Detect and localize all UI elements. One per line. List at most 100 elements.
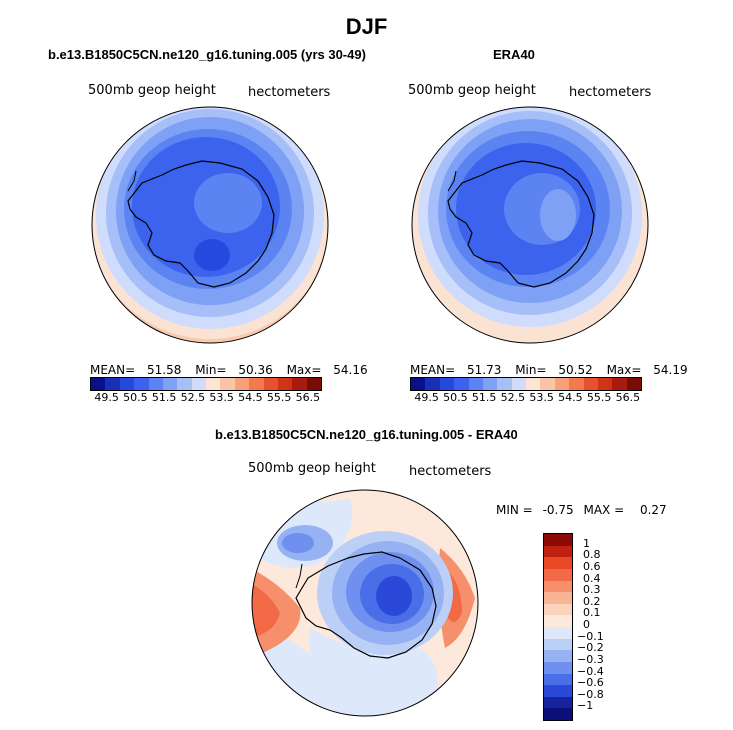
diff-colorbar-swatch	[544, 696, 572, 709]
left-colorbar-swatch	[234, 378, 250, 390]
right-max-value: 54.19	[653, 363, 688, 377]
right-colorbar-tick-label: 55.5	[586, 391, 612, 404]
left-colorbar-swatch	[91, 378, 106, 390]
diff-colorbar-tick-label: −0.6	[577, 676, 604, 690]
diff-variable-label: 500mb geop height	[248, 461, 376, 476]
right-colorbar-tick-label: 54.5	[558, 391, 583, 404]
diff-colorbar-tick-label: −0.2	[577, 641, 604, 655]
diff-polar-map	[251, 489, 479, 717]
diff-min-value: -0.75	[542, 503, 574, 517]
left-mean-label: MEAN=	[90, 363, 136, 377]
diff-colorbar-swatch	[544, 661, 572, 674]
left-stats: MEAN= 51.58 Min= 50.36 Max= 54.16	[90, 363, 368, 377]
diff-colorbar-swatch	[544, 557, 572, 569]
right-colorbar-swatch	[411, 378, 426, 390]
left-colorbar-swatch	[206, 378, 221, 390]
left-colorbar-tick-label: 54.5	[238, 391, 263, 404]
diff-colorbar	[543, 533, 573, 721]
left-max-value: 54.16	[333, 363, 368, 377]
right-colorbar-swatch	[626, 378, 641, 390]
diff-colorbar-tick-label: 0.1	[583, 606, 601, 620]
diff-colorbar-tick-label: −0.8	[577, 687, 604, 701]
antarctica-coastline	[295, 551, 437, 659]
right-colorbar-swatch	[597, 378, 613, 390]
right-variable-label: 500mb geop height	[408, 83, 536, 98]
right-colorbar-swatch	[540, 378, 555, 390]
right-colorbar-swatch	[468, 378, 483, 390]
diff-colorbar-tick-label: 0.2	[583, 594, 601, 608]
right-colorbar-swatch	[569, 378, 584, 390]
right-colorbar-tick-label: 50.5	[443, 391, 468, 404]
diff-colorbar-swatch	[544, 615, 572, 627]
right-colorbar-tick-label: 56.5	[615, 391, 641, 404]
left-colorbar-swatch	[105, 378, 120, 390]
right-colorbar-tick-label: 51.5	[471, 391, 497, 404]
left-colorbar-tick-label: 56.5	[295, 391, 321, 404]
left-colorbar-tick-label: 49.5	[94, 391, 119, 404]
left-colorbar-tick-label: 51.5	[151, 391, 177, 404]
right-min-label: Min=	[515, 363, 547, 377]
right-colorbar-tick-label: 53.5	[529, 391, 554, 404]
right-colorbar-swatch	[497, 378, 512, 390]
left-colorbar	[90, 377, 322, 391]
left-colorbar-swatch	[292, 378, 307, 390]
diff-colorbar-tick-label: −0.1	[577, 629, 604, 643]
diff-max-value: 0.27	[639, 503, 667, 517]
right-colorbar-tick-label: 52.5	[500, 391, 526, 404]
diff-colorbar-tick-label: 0.6	[583, 559, 601, 573]
diff-colorbar-tick-label: 0.3	[583, 583, 601, 597]
antarctica-coastline	[447, 160, 595, 288]
left-colorbar-swatch	[162, 378, 178, 390]
right-units-label: hectometers	[569, 85, 652, 100]
left-colorbar-tick-label: 53.5	[209, 391, 234, 404]
left-colorbar-tick-label: 50.5	[123, 391, 148, 404]
diff-colorbar-swatch	[544, 708, 572, 720]
antarctica-coastline	[127, 160, 275, 288]
diff-units-label: hectometers	[409, 464, 492, 479]
diff-colorbar-tick-label: 0.4	[583, 571, 601, 585]
diff-colorbar-tick-label: −0.4	[577, 664, 604, 678]
right-max-label: Max=	[606, 363, 642, 377]
left-colorbar-swatch	[277, 378, 293, 390]
right-colorbar-tick-label: 49.5	[414, 391, 439, 404]
diff-colorbar-tick-label: −1	[577, 699, 594, 713]
right-mean-label: MEAN=	[410, 363, 456, 377]
right-colorbar-swatch	[511, 378, 526, 390]
diff-colorbar-swatch	[544, 545, 572, 558]
diff-panel-title: b.e13.B1850C5CN.ne120_g16.tuning.005 - E…	[215, 427, 518, 442]
diff-stats: MIN = -0.75 MAX = 0.27	[496, 503, 667, 517]
diff-colorbar-tick-label: −0.3	[577, 652, 604, 666]
diff-colorbar-ticks: 1 0.8 0.6 0.4 0.3 0.2 0.1 0 −0.1 −0.2 −0.3 −0.4 −0.6…	[577, 533, 617, 719]
right-colorbar-swatch	[526, 378, 541, 390]
left-colorbar-swatch	[306, 378, 321, 390]
left-colorbar-swatch	[119, 378, 135, 390]
left-min-value: 50.36	[238, 363, 273, 377]
diff-min-label: MIN =	[496, 503, 533, 517]
right-colorbar-swatch	[612, 378, 627, 390]
diff-colorbar-swatch	[544, 592, 572, 604]
right-stats: MEAN= 51.73 Min= 50.52 Max= 54.19	[410, 363, 688, 377]
left-colorbar-tick-label: 55.5	[266, 391, 292, 404]
left-colorbar-swatch	[249, 378, 264, 390]
diff-max-label: MAX =	[583, 503, 625, 517]
left-variable-label: 500mb geop height	[88, 83, 216, 98]
right-colorbar-swatch	[425, 378, 440, 390]
left-colorbar-swatch	[191, 378, 206, 390]
left-colorbar-swatch	[220, 378, 235, 390]
season-title: DJF	[345, 14, 388, 39]
diff-colorbar-swatch	[544, 534, 572, 546]
right-min-value: 50.52	[558, 363, 593, 377]
diff-colorbar-swatch	[544, 580, 572, 593]
left-polar-map	[91, 106, 329, 344]
left-colorbar-swatch	[263, 378, 278, 390]
diff-colorbar-tick-label: 0	[583, 618, 590, 631]
right-colorbar	[410, 377, 642, 391]
left-units-label: hectometers	[248, 85, 331, 100]
right-colorbar-swatch	[554, 378, 570, 390]
right-colorbar-swatch	[482, 378, 498, 390]
left-colorbar-ticks: 49.5 50.5 51.5 52.5 53.5 54.5 55.5 56.5	[90, 391, 320, 405]
left-colorbar-tick-label: 52.5	[180, 391, 206, 404]
diff-colorbar-swatch	[544, 627, 572, 639]
left-panel-title: b.e13.B1850C5CN.ne120_g16.tuning.005 (yr…	[48, 47, 366, 62]
left-max-label: Max=	[286, 363, 322, 377]
